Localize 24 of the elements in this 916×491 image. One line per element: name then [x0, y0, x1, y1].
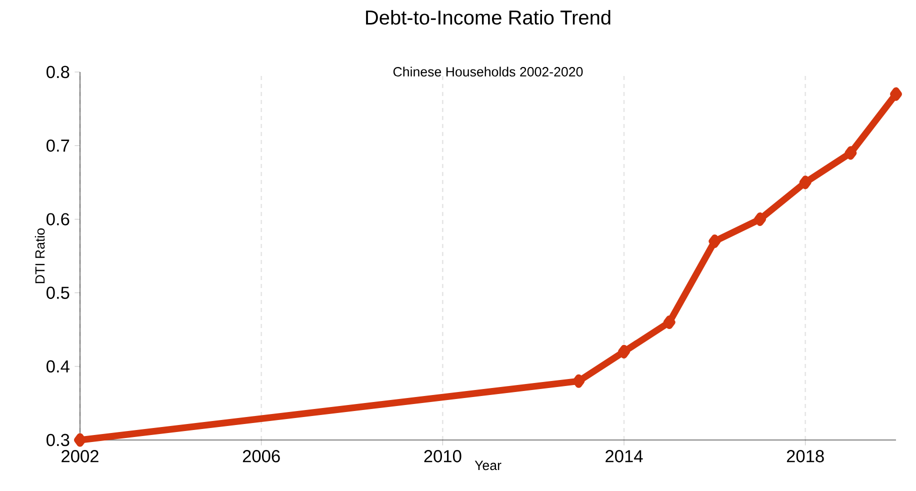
- point: [708, 234, 721, 248]
- point: [74, 433, 86, 447]
- point: [844, 146, 857, 160]
- point: [890, 87, 902, 102]
- y-axis-title: DTI Ratio: [34, 228, 45, 284]
- y-tick-label: 0.5: [46, 286, 70, 300]
- x-tick-label: 2006: [242, 450, 280, 462]
- x-tick-label: 2010: [424, 450, 462, 462]
- chart-subtitle: Chinese Households 2002-2020: [393, 66, 583, 77]
- y-tick-label: 0.8: [46, 66, 70, 78]
- x-tick-label: 2014: [606, 450, 643, 462]
- y-tick-label: 0.4: [46, 360, 70, 373]
- point: [799, 176, 812, 190]
- y-tick-label: 0.7: [46, 140, 70, 152]
- point: [754, 212, 766, 226]
- y-tick-label: 0.6: [46, 213, 70, 226]
- x-tick-label: 2002: [62, 450, 98, 462]
- x-tick-label: 2018: [786, 450, 824, 462]
- x-axis-title: Year: [474, 460, 502, 470]
- y-tick-label: 0.3: [46, 434, 70, 446]
- point: [618, 345, 630, 359]
- point: [572, 374, 585, 388]
- point: [663, 316, 676, 330]
- chart-title: Debt-to-Income Ratio Trend: [366, 10, 610, 25]
